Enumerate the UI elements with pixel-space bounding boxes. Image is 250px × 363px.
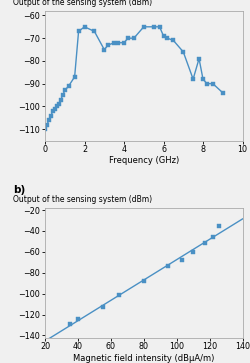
Text: Output of the sensing system (dBm): Output of the sensing system (dBm) [14, 0, 152, 7]
X-axis label: Frequency (GHz): Frequency (GHz) [108, 156, 179, 166]
Text: Output of the sensing system (dBm): Output of the sensing system (dBm) [14, 195, 152, 204]
X-axis label: Magnetic field intensity (dBμA/m): Magnetic field intensity (dBμA/m) [73, 354, 215, 363]
Text: b): b) [14, 185, 26, 195]
